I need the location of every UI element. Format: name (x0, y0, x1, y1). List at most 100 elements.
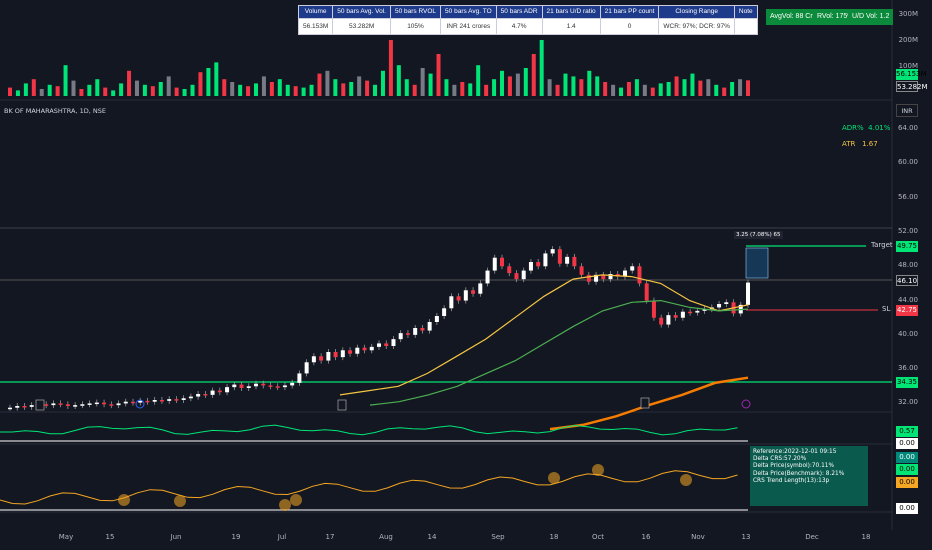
avg-volume-tag: 53.282M (896, 81, 928, 92)
volume-bar (690, 73, 695, 96)
stats-cell-1: 53.282M (332, 18, 391, 35)
candle-body (623, 270, 627, 277)
volume-bar (246, 86, 251, 96)
rs-zero-tag: 0.00 (896, 438, 918, 449)
volume-bar (500, 70, 504, 96)
volume-axis-label: 100M (898, 62, 918, 70)
candle-body (217, 390, 222, 393)
candle-body (73, 405, 78, 407)
volume-bar (380, 70, 385, 96)
time-axis-label: 15 (105, 533, 115, 541)
candle-body (203, 394, 208, 396)
volume-bar (539, 40, 544, 96)
stats-cell-3: INR 241 crores (440, 18, 497, 35)
volume-bar (230, 82, 235, 96)
stats-table: Volume 50 bars Avg. Vol. 50 bars RVOL 50 ba… (297, 5, 758, 35)
price-axis-label: 48.00 (897, 261, 918, 270)
candle-body (102, 402, 107, 405)
price-axis-label: 60.00 (897, 158, 918, 167)
volume-bar (698, 80, 703, 96)
candle-body (94, 402, 99, 405)
sl-label: SL (882, 305, 891, 313)
stats-header-5: 21 bars U/D ratio (541, 5, 601, 19)
rs-line (0, 424, 738, 436)
candle-body (608, 274, 613, 280)
volume-bar (730, 82, 735, 96)
volume-bar (531, 54, 536, 96)
candle-body (500, 257, 504, 267)
volume-bar (674, 76, 679, 96)
time-axis-label: Oct (591, 533, 605, 541)
time-axis-label: Jul (277, 533, 287, 541)
candle-body (51, 403, 56, 406)
candle-body (427, 322, 432, 331)
volume-bar (468, 83, 473, 96)
volume-bar (396, 65, 401, 96)
volume-bar (15, 90, 20, 96)
volume-axis-label: 300M (898, 10, 918, 18)
time-axis-label: Dec (805, 533, 819, 541)
candle-body (413, 328, 418, 335)
time-axis-label: 19 (231, 533, 241, 541)
time-axis-label: Jun (170, 533, 182, 541)
volume-bar (293, 86, 298, 96)
currency-button[interactable]: INR (896, 104, 918, 117)
volume-bar (626, 82, 631, 96)
volume-bar (404, 79, 409, 96)
volume-bar (714, 84, 719, 96)
time-axis-label: 18 (549, 533, 559, 541)
candle-body (724, 302, 729, 304)
volume-bar (373, 84, 378, 96)
atr-indicator: ATR 1.67 (842, 140, 878, 148)
candle-body (239, 384, 244, 388)
volume-bar (706, 79, 711, 96)
candle-body (702, 309, 707, 311)
volume-axis-label: 200M (898, 36, 918, 44)
volume-bar (111, 90, 116, 96)
candle-body (572, 256, 577, 267)
avg-vol-badge: AvgVol: 88 Cr (766, 9, 817, 25)
candle-body (659, 317, 664, 325)
candle-body (65, 404, 70, 406)
crs-highlight-dot (548, 472, 560, 484)
candle-body (550, 249, 555, 254)
candle-body (131, 401, 135, 404)
volume-bar (222, 79, 227, 96)
volume-bar (460, 82, 465, 96)
candle-body (159, 400, 164, 402)
crs-highlight-dot (290, 494, 302, 506)
candle-body (275, 386, 280, 388)
candle-body (637, 266, 642, 284)
candle-body (145, 400, 150, 403)
volume-bar (127, 70, 132, 96)
volume-bar (587, 70, 592, 96)
volume-bar (103, 87, 108, 96)
candle-body (29, 405, 34, 407)
stats-header-2: 50 bars RVOL (389, 5, 442, 19)
candle-body (485, 270, 490, 284)
candle-body (109, 404, 114, 406)
stats-header-1: 50 bars Avg. Vol. (332, 5, 391, 19)
candle-body (268, 385, 273, 387)
candle-body (478, 283, 483, 294)
measure-label: 3.25 (7.08%) 65 (734, 231, 783, 239)
volume-bar (95, 79, 100, 96)
volume-bar (79, 89, 84, 96)
earnings-marker (640, 397, 650, 409)
stats-header-7: Closing Range (658, 5, 735, 19)
crs-line (0, 470, 738, 505)
time-axis-label: 13 (741, 533, 751, 541)
measure-box (745, 247, 769, 279)
volume-bar (428, 73, 433, 96)
stats-header-4: 50 bars ADR (495, 5, 543, 19)
volume-bar (47, 84, 52, 96)
volume-bar (55, 86, 60, 96)
volume-bar (563, 73, 568, 96)
candle-body (319, 356, 324, 361)
volume-bar (182, 89, 187, 96)
candle-body (586, 274, 591, 282)
candle-body (340, 350, 345, 358)
ud-vol-badge: U/D Vol: 1.2 (848, 9, 894, 25)
volume-bar (746, 80, 750, 96)
